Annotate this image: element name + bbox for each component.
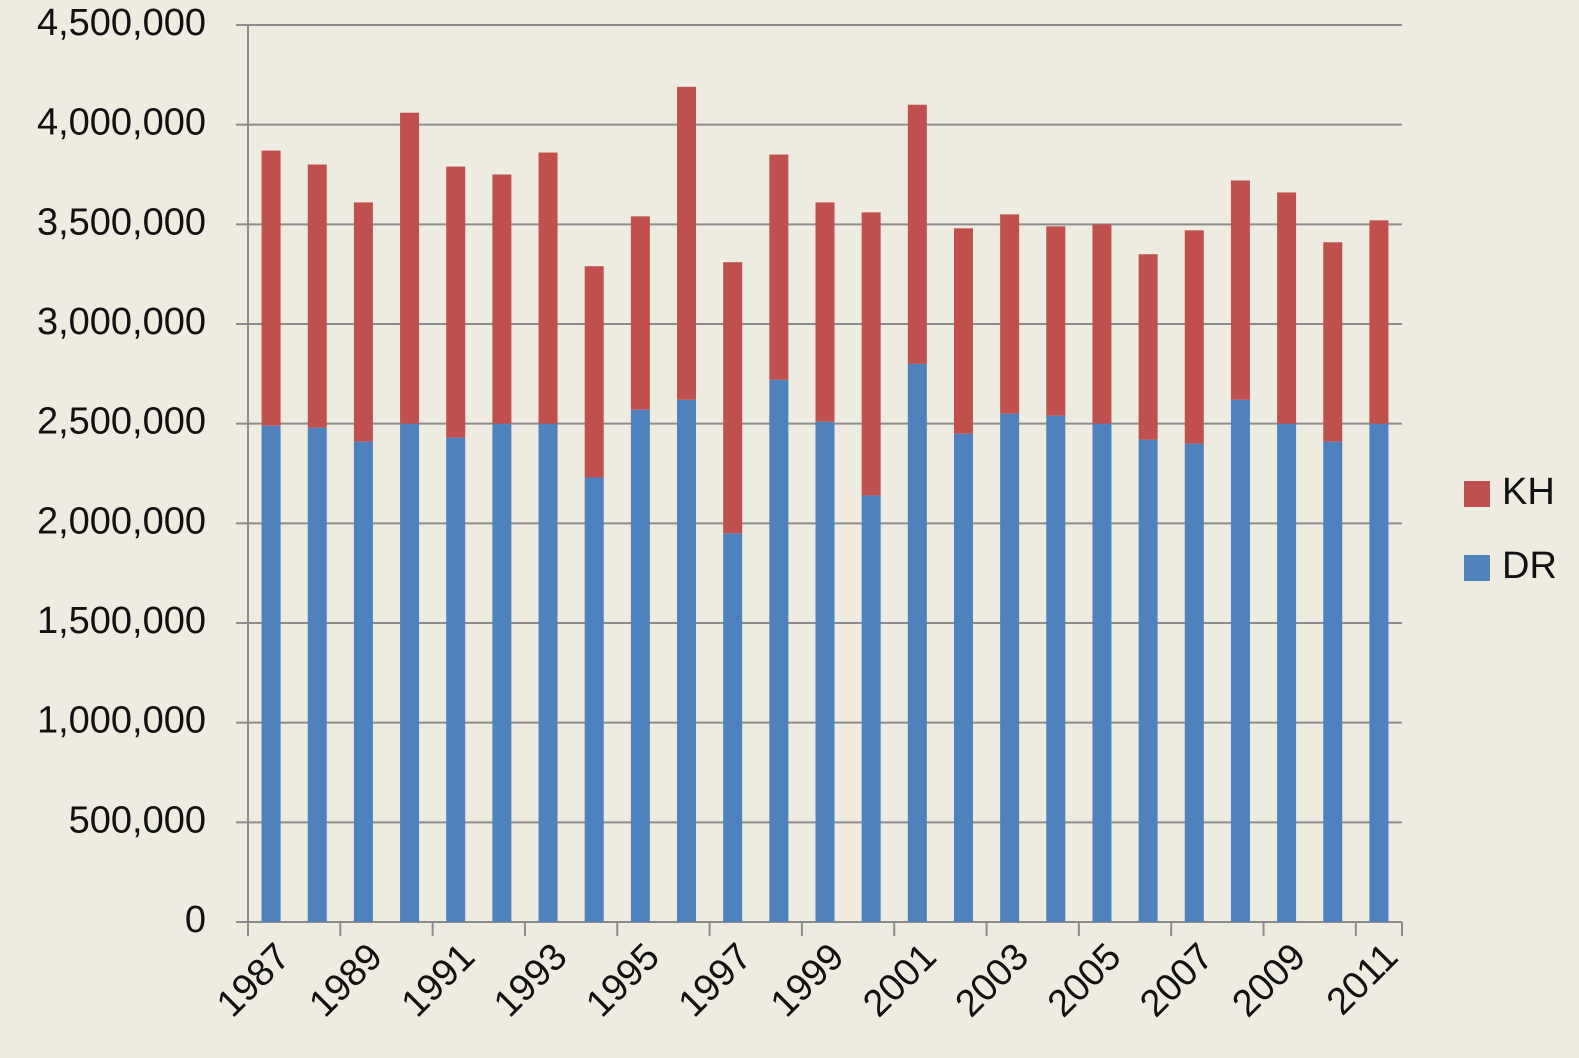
- bar-segment: [1277, 423, 1297, 922]
- bar-segment: [723, 262, 743, 534]
- y-tick-label: 1,000,000: [37, 700, 206, 742]
- bar-segment: [769, 379, 789, 922]
- bar-segment: [1046, 415, 1066, 922]
- x-tick-label: 1995: [578, 936, 667, 1025]
- bar-segment: [1369, 423, 1389, 922]
- y-tick-label: 3,500,000: [37, 201, 206, 243]
- bar-segment: [446, 166, 466, 438]
- bar-segment: [1230, 399, 1250, 922]
- bar-segment: [630, 409, 650, 922]
- bar-segment: [630, 216, 650, 410]
- bar-segment: [677, 399, 697, 922]
- x-tick-label: 2001: [855, 936, 944, 1025]
- bar-segment: [1000, 214, 1020, 414]
- x-tick-label: 2011: [1319, 936, 1406, 1023]
- x-tick-label: 1991: [394, 936, 483, 1025]
- bar-segment: [538, 152, 558, 424]
- legend-label: KH: [1502, 471, 1555, 513]
- bar-segment: [400, 112, 420, 424]
- bar-segment: [723, 533, 743, 922]
- bar-segment: [1138, 254, 1158, 440]
- bar-segment: [907, 363, 927, 922]
- bar-segment: [1323, 441, 1343, 922]
- bar-segment: [861, 212, 881, 496]
- x-tick-label: 2007: [1132, 936, 1221, 1025]
- y-tick-label: 0: [185, 899, 206, 941]
- y-tick-label: 2,000,000: [37, 500, 206, 542]
- bar-segment: [1184, 230, 1204, 444]
- bar-segment: [492, 423, 512, 922]
- bar-segment: [1138, 439, 1158, 922]
- x-tick-label: 2009: [1225, 936, 1314, 1025]
- bar-segment: [861, 495, 881, 922]
- bar-segment: [307, 164, 327, 428]
- bar-segment: [400, 423, 420, 922]
- x-tick-label: 1989: [301, 936, 390, 1025]
- legend-swatch: [1464, 555, 1490, 581]
- bar-segment: [446, 437, 466, 922]
- x-tick-label: 1987: [209, 936, 298, 1025]
- bar-segment: [307, 427, 327, 922]
- bar-segment: [1092, 224, 1112, 424]
- bar-segment: [261, 150, 281, 426]
- bar-segment: [1230, 180, 1250, 400]
- x-tick-label: 1999: [763, 936, 852, 1025]
- bar-segment: [677, 86, 697, 400]
- bar-segment: [1092, 423, 1112, 922]
- y-tick-label: 500,000: [69, 799, 206, 841]
- bar-segment: [953, 228, 973, 434]
- bar-segment: [538, 423, 558, 922]
- bar-segment: [261, 425, 281, 922]
- y-tick-label: 2,500,000: [37, 401, 206, 443]
- bar-segment: [1369, 220, 1389, 424]
- y-tick-label: 4,500,000: [37, 2, 206, 44]
- y-tick-label: 3,000,000: [37, 301, 206, 343]
- bar-segment: [1046, 226, 1066, 416]
- x-tick-label: 1993: [486, 936, 575, 1025]
- bar-segment: [815, 421, 835, 922]
- bar-segment: [1323, 242, 1343, 442]
- bar-segment: [353, 202, 373, 442]
- bar-segment: [815, 202, 835, 422]
- bar-segment: [492, 174, 512, 424]
- bar-segment: [584, 266, 604, 478]
- bar-segment: [953, 433, 973, 922]
- legend-swatch: [1464, 481, 1490, 507]
- bar-segment: [769, 154, 789, 380]
- bar-segment: [907, 104, 927, 364]
- bar-segment: [1000, 413, 1020, 922]
- y-tick-label: 1,500,000: [37, 600, 206, 642]
- bar-segment: [1184, 443, 1204, 922]
- x-tick-label: 1997: [671, 936, 760, 1025]
- bar-segment: [584, 477, 604, 922]
- bar-segment: [353, 441, 373, 922]
- x-tick-label: 2005: [1040, 936, 1129, 1025]
- y-tick-label: 4,000,000: [37, 102, 206, 144]
- x-tick-label: 2003: [948, 936, 1037, 1025]
- legend-label: DR: [1502, 545, 1557, 587]
- bar-segment: [1277, 192, 1297, 424]
